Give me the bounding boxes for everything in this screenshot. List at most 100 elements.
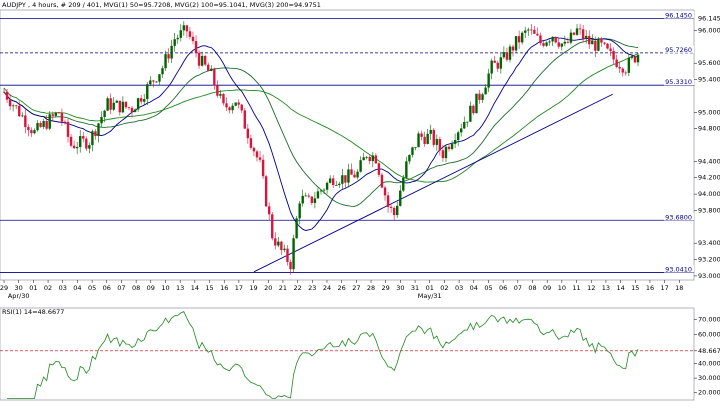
candle-body (88, 145, 91, 149)
candle-body (173, 39, 176, 46)
x-tick-label: 08 (132, 284, 140, 292)
x-tick-label: 14 (191, 284, 199, 292)
candle-body (231, 105, 234, 111)
candle-body (420, 133, 423, 137)
candle-body (249, 138, 253, 148)
candle-body (484, 87, 487, 95)
candle-body (79, 136, 82, 148)
candle-body (200, 55, 204, 66)
candle-body (39, 123, 42, 127)
candle-body (219, 93, 222, 96)
candle-body (563, 41, 567, 44)
candle-body (341, 175, 344, 184)
x-tick-label: 01 (29, 284, 37, 292)
candle-body (435, 139, 439, 145)
candle-body (362, 157, 365, 161)
candle-body (429, 129, 432, 134)
candle-body (542, 43, 545, 46)
level-label-bg (664, 265, 694, 273)
x-tick-label: 04 (73, 284, 81, 292)
candle-body (545, 42, 548, 46)
candle-body (240, 104, 243, 111)
x-tick-label: 08 (528, 284, 536, 292)
price-y-tick-label: 96.0000 (698, 26, 720, 34)
x-tick-label: 11 (572, 284, 580, 292)
price-y-tick-label: 93.2000 (698, 256, 720, 264)
x-tick-label: 03 (455, 284, 463, 292)
candle-body (289, 261, 292, 270)
candle-body (368, 156, 371, 162)
candle-body (277, 241, 280, 246)
price-y-tick-label: 93.8000 (698, 206, 720, 214)
candle-body (621, 68, 624, 73)
candle-body (365, 156, 368, 158)
candle-body (304, 195, 307, 197)
candle-body (560, 43, 563, 47)
candle-body (389, 206, 393, 208)
candle-body (185, 25, 189, 32)
candle-body (155, 81, 158, 83)
candle-body (377, 163, 381, 175)
level-label-bg (664, 78, 694, 86)
candle-body (283, 248, 286, 251)
price-y-tick-label: 95.0000 (698, 108, 720, 116)
candle-body (136, 98, 140, 110)
candle-body (30, 130, 33, 134)
x-tick-label: 17 (235, 284, 243, 292)
candle-body (298, 203, 301, 219)
horizontal-level-label: 93.6800 (665, 213, 692, 221)
price-y-tick-label: 94.8000 (698, 125, 720, 133)
x-tick-label: 15 (205, 284, 213, 292)
x-tick-label: 04 (470, 284, 478, 292)
candle-body (234, 102, 237, 106)
x-tick-label: 02 (440, 284, 448, 292)
x-tick-label: 02 (44, 284, 52, 292)
candle-body (207, 64, 210, 71)
candle-body (51, 114, 54, 116)
x-tick-label: 20 (264, 284, 272, 292)
candle-body (588, 35, 591, 45)
candle-body (392, 207, 396, 216)
candle-body (167, 54, 170, 59)
candle-body (161, 68, 164, 75)
candle-body (514, 36, 518, 51)
candle-body (325, 182, 329, 190)
candle-body (267, 206, 271, 215)
candle-body (328, 178, 332, 183)
candle-body (307, 195, 311, 197)
candle-body (280, 241, 283, 251)
candle-body (606, 43, 609, 49)
candle-body (630, 56, 634, 58)
candle-body (530, 29, 533, 31)
candle-body (453, 140, 457, 144)
candle-body (149, 80, 152, 85)
trendline (253, 93, 613, 273)
candle-body (618, 67, 621, 69)
x-tick-label: 09 (543, 284, 551, 292)
price-y-tick-label: 94.0000 (698, 190, 720, 198)
candle-body (213, 68, 216, 86)
candle-body (66, 121, 70, 137)
candle-body (591, 40, 594, 45)
candle-body (487, 73, 490, 88)
candle-body (258, 157, 262, 160)
candle-body (472, 105, 475, 114)
x-tick-label: 10 (161, 284, 169, 292)
x-tick-label: 27 (352, 284, 360, 292)
horizontal-level-label: 95.3310 (665, 78, 692, 86)
x-tick-label: 30 (396, 284, 404, 292)
x-tick-label: 18 (675, 284, 683, 292)
x-tick-label: 26 (338, 284, 346, 292)
candle-body (264, 176, 268, 207)
candle-body (152, 80, 155, 82)
candle-body (133, 109, 137, 113)
rsi-line (7, 310, 639, 399)
price-y-tick-label: 95.6000 (698, 59, 720, 67)
candle-body (197, 52, 201, 66)
rsi-y-tick-label: 48.6677 (698, 347, 720, 355)
candle-body (499, 57, 503, 69)
candle-body (584, 35, 588, 39)
candle-body (493, 60, 496, 63)
chart-header-title: AUDJPY , 4 hours, # 209 / 401, MVG(1) 50… (2, 1, 321, 9)
candle-body (533, 29, 536, 34)
